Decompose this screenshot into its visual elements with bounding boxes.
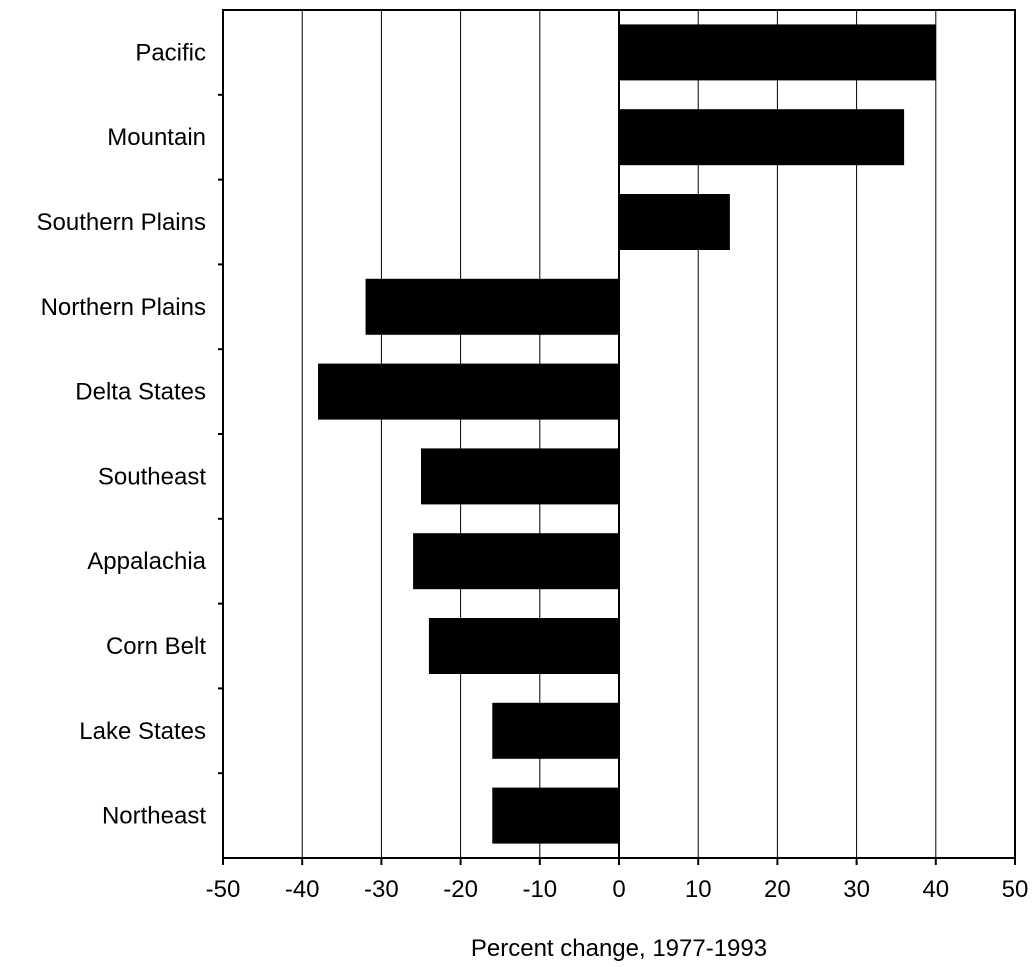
- x-axis-ticks: -50 -40 -30 -20 -10 0 10 20 30 40 50: [206, 858, 1029, 903]
- bar-northeast: [492, 787, 619, 844]
- x-tick-label: 0: [612, 876, 625, 903]
- category-label-mountain: Mountain: [107, 124, 206, 151]
- category-label-appalachia: Appalachia: [87, 548, 206, 575]
- bars: [318, 24, 936, 844]
- category-label-southeast: Southeast: [98, 463, 206, 490]
- x-tick-label: -30: [364, 876, 399, 903]
- x-tick-label: 50: [1002, 876, 1029, 903]
- x-tick-label: -50: [206, 876, 241, 903]
- x-tick-label: 20: [764, 876, 791, 903]
- x-tick-label: 40: [922, 876, 949, 903]
- x-axis-title: Percent change, 1977-1993: [471, 935, 767, 962]
- category-label-northeast: Northeast: [102, 803, 206, 830]
- bar-southeast: [421, 448, 619, 505]
- x-tick-label: -20: [443, 876, 478, 903]
- category-label-delta-states: Delta States: [75, 379, 206, 406]
- bar-southern-plains: [619, 194, 730, 250]
- category-label-lake-states: Lake States: [79, 718, 206, 745]
- bar-delta-states: [318, 363, 619, 420]
- x-tick-label: -40: [285, 876, 320, 903]
- category-label-corn-belt: Corn Belt: [106, 633, 206, 660]
- bar-mountain: [619, 109, 905, 166]
- category-label-pacific: Pacific: [135, 39, 206, 66]
- bar-northern-plains: [365, 278, 619, 335]
- bar-pacific: [619, 24, 936, 81]
- x-tick-label: 10: [685, 876, 712, 903]
- x-tick-label: -10: [522, 876, 557, 903]
- bar-corn-belt: [428, 618, 619, 674]
- category-label-southern-plains: Southern Plains: [37, 209, 206, 236]
- bar-appalachia: [413, 533, 619, 590]
- category-label-northern-plains: Northern Plains: [41, 294, 206, 321]
- category-labels: Pacific Mountain Southern Plains Northern P…: [37, 39, 207, 829]
- x-tick-label: 30: [843, 876, 870, 903]
- bar-lake-states: [492, 702, 619, 759]
